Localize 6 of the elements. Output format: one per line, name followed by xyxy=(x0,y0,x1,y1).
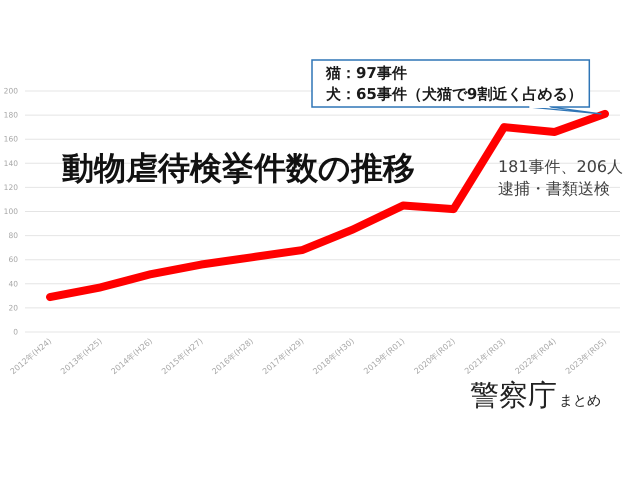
annotation: まとめ xyxy=(559,393,601,409)
text: 動物虐待検挙件数の推移 xyxy=(62,149,415,187)
annotation: 181事件、206人逮捕・書類送検 xyxy=(498,157,624,198)
annotation: 猫：97事件 xyxy=(326,64,407,82)
annotation: 警察庁 xyxy=(470,378,557,412)
annotation: 犬：65事件（犬猫で9割近く占める） xyxy=(326,85,582,103)
